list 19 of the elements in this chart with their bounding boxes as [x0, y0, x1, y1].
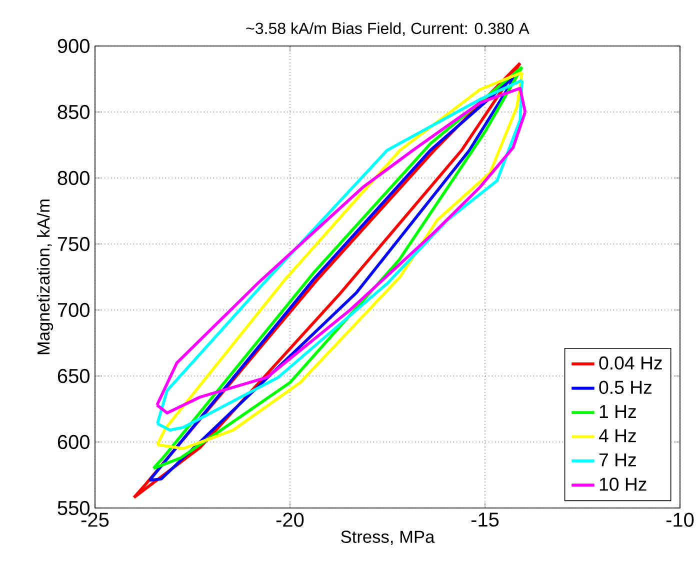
- y-tick-label: 900: [58, 38, 90, 54]
- y-tick-label: 700: [58, 302, 90, 318]
- y-tick-label: 650: [58, 368, 90, 384]
- y-tick-label: 800: [58, 170, 90, 186]
- legend-label: 7 Hz: [599, 453, 636, 466]
- chart-title: ~3.58 kA/m Bias Field, Current: 0.380 A: [246, 22, 530, 36]
- legend-label: 4 Hz: [598, 429, 636, 442]
- x-tick-label: -10: [666, 512, 694, 527]
- y-tick-label: 850: [58, 104, 90, 120]
- x-axis-title: Stress, MPa: [341, 530, 435, 546]
- legend-label: 0.5 Hz: [599, 380, 652, 394]
- x-tick-label: -15: [471, 512, 499, 527]
- legend-label: 1 Hz: [600, 405, 636, 418]
- legend-label: 10 Hz: [600, 478, 646, 491]
- y-tick-label: 600: [58, 434, 90, 450]
- y-axis-title: Magnetization, kA/m: [36, 200, 54, 354]
- legend-label: 0.04 Hz: [599, 356, 662, 370]
- y-tick-label: 750: [58, 236, 90, 252]
- x-tick-label: -20: [276, 512, 304, 527]
